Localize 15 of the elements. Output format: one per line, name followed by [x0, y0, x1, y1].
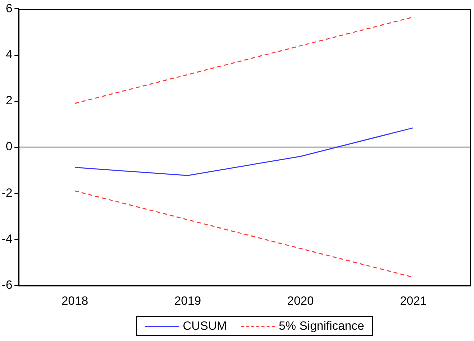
line-series	[74, 190, 414, 278]
x-tick-label: 2018	[62, 294, 89, 308]
legend-label: CUSUM	[182, 319, 227, 333]
line-series	[74, 16, 414, 104]
y-tick-label: -4	[2, 232, 13, 246]
y-tick-label: 2	[6, 94, 13, 108]
x-tick-label: 2019	[174, 294, 202, 308]
y-tick-label: -6	[2, 278, 13, 292]
y-tick-label: 0	[6, 140, 13, 154]
x-tick-label: 2021	[400, 294, 428, 308]
x-tick-label: 2020	[287, 294, 314, 308]
legend-label: 5% Significance	[278, 319, 364, 333]
y-tick-label: 6	[6, 2, 13, 16]
y-tick-label: -2	[2, 186, 13, 200]
y-tick-label: 4	[6, 48, 13, 62]
